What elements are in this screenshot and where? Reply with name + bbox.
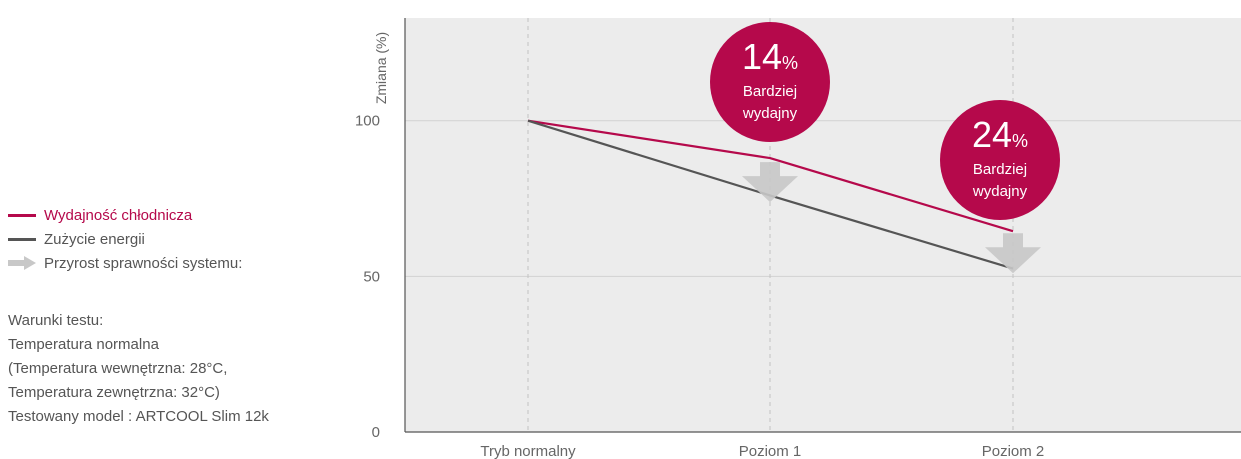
callout-circle [710,22,830,142]
right-arrow-icon [8,256,36,270]
legend-label-efficiency-gain: Przyrost sprawności systemu: [44,254,243,272]
grid [405,18,1241,432]
legend: Wydajność chłodnicza Zużycie energii Prz… [8,203,338,275]
down-arrow-shape [985,233,1041,274]
callout-text-line: wydajny [742,105,798,122]
down-arrow-icon [985,233,1041,274]
test-conditions-line: Testowany model : ARTCOOL Slim 12k [8,408,269,425]
test-conditions-line: Temperatura normalna [8,336,159,353]
down-arrow-icon [742,162,798,203]
gain-arrows [742,162,1041,274]
x-tick-label: Poziom 2 [982,443,1045,459]
callout-number: 14 [742,36,782,77]
axes: 0 50 100 Tryb normalny Poziom 1 Poziom 2 Zmian… [355,18,1241,459]
legend-label-energy-consumption: Zużycie energii [44,230,145,248]
legend-item-energy-consumption: Zużycie energii [8,227,338,251]
down-arrow-shape [742,162,798,203]
y-tick-label: 50 [363,268,380,285]
y-tick-label: 100 [355,113,380,130]
callout-badge: 24% Bardziej wydajny [940,100,1060,220]
callouts: 14% Bardziej wydajny 24% Bardziej wydajny [710,22,1060,220]
callout-circle [940,100,1060,220]
legend-swatch-cooling-capacity [8,213,36,217]
legend-label-cooling-capacity: Wydajność chłodnicza [44,206,193,224]
legend-item-efficiency-gain: Przyrost sprawności systemu: [8,251,338,275]
callout-unit: % [1012,131,1028,151]
x-tick-label: Tryb normalny [480,443,576,459]
y-axis-label: Zmiana (%) [373,32,389,104]
legend-item-cooling-capacity: Wydajność chłodnicza [8,203,338,227]
callout-text-line: Bardziej [973,161,1027,178]
callout-value: 14% [742,36,798,77]
callout-number: 24 [972,114,1012,155]
callout-text-line: wydajny [972,183,1028,200]
callout-text-line: Bardziej [743,83,797,100]
test-conditions-line: (Temperatura wewnętrzna: 28°C, [8,360,228,377]
series-line-cooling-capacity [527,119,1014,233]
test-conditions-line: Temperatura zewnętrzna: 32°C) [8,384,220,401]
test-conditions-title: Warunki testu: [8,312,104,329]
callout-value: 24% [972,114,1028,155]
legend-swatch-energy-consumption [8,237,36,241]
y-tick-label: 0 [372,424,380,441]
callout-badge: 14% Bardziej wydajny [710,22,830,142]
test-conditions: Warunki testu: Temperatura normalna (Tem… [8,309,269,429]
callout-unit: % [782,53,798,73]
x-tick-label: Poziom 1 [739,443,802,459]
